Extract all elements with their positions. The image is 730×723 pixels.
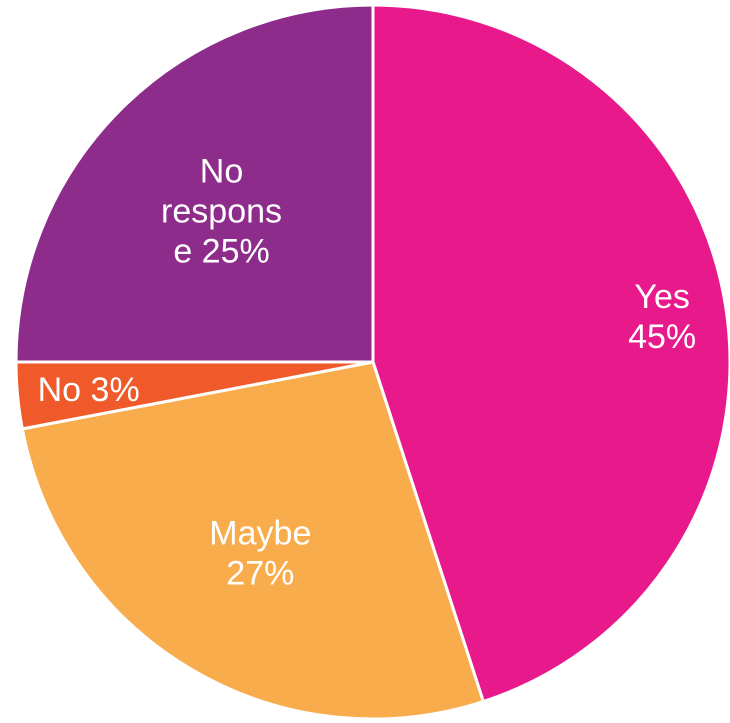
pie-label-line: e 25% xyxy=(173,233,269,271)
pie-label-maybe: Maybe 27% xyxy=(209,515,311,593)
pie-slices xyxy=(14,3,730,721)
pie-label-no-response: No respons e 25% xyxy=(161,153,282,271)
pie-slice-yes xyxy=(371,3,730,704)
pie-labels: Yes 45% Maybe 27% No 3% No respons e 25% xyxy=(38,153,697,593)
pie-label-line: 45% xyxy=(628,318,696,356)
pie-label-line: 27% xyxy=(226,555,294,593)
pie-label-no: No 3% xyxy=(38,371,140,409)
pie-label-yes: Yes 45% xyxy=(628,278,696,356)
pie-label-line: No 3% xyxy=(38,371,140,409)
pie-label-line: No xyxy=(200,153,243,191)
pie-slice-no-response xyxy=(14,3,375,364)
pie-label-line: Maybe xyxy=(209,515,311,553)
pie-label-line: respons xyxy=(161,193,282,231)
pie-slice-maybe xyxy=(20,360,485,721)
pie-label-line: Yes xyxy=(634,278,689,316)
